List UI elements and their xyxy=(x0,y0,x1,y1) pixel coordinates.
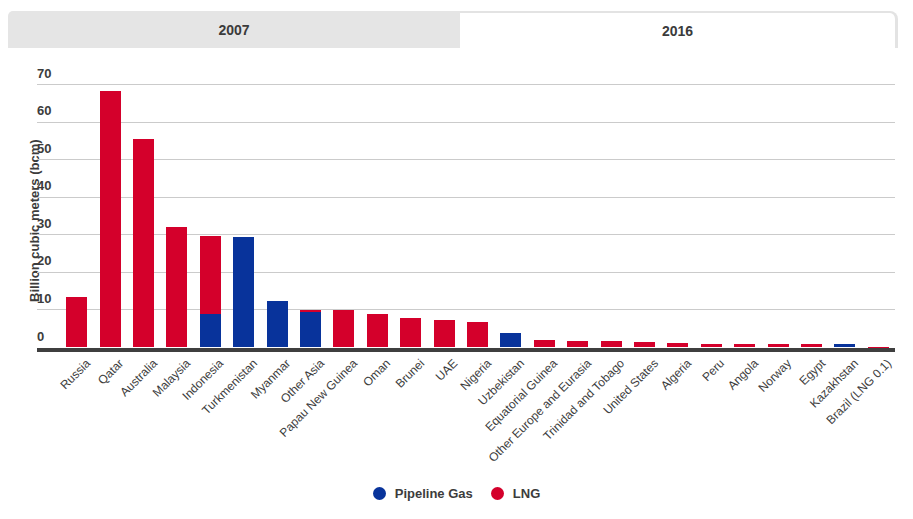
chart-legend: Pipeline Gas LNG xyxy=(0,486,913,501)
y-tick-label-0: 0 xyxy=(37,329,44,345)
bar-segment-lng-norway[interactable] xyxy=(768,344,789,347)
bar-segment-lng-other-europe-and-eurasia[interactable] xyxy=(567,341,588,348)
gridline-50 xyxy=(37,159,895,160)
bar-segment-lng-uae[interactable] xyxy=(434,320,455,347)
bar-segment-lng-australia[interactable] xyxy=(133,139,154,348)
bar-segment-lng-brazil-lng-0-1-[interactable] xyxy=(868,347,889,348)
bar-segment-lng-qatar[interactable] xyxy=(100,91,121,348)
bar-segment-pipeline-gas-other-asia[interactable] xyxy=(300,312,321,348)
stacked-bar-chart: Billion cubic meters (bcm) 0102030405060… xyxy=(0,0,913,519)
bar-segment-lng-brunei[interactable] xyxy=(400,318,421,348)
legend-item-lng[interactable]: LNG xyxy=(491,486,540,501)
bar-segment-pipeline-gas-turkmenistan[interactable] xyxy=(233,237,254,347)
bar-segment-lng-trinidad-and-tobago[interactable] xyxy=(601,341,622,348)
bar-segment-lng-oman[interactable] xyxy=(367,314,388,348)
y-tick-label-20: 20 xyxy=(37,253,51,269)
x-axis-line xyxy=(37,348,895,352)
bar-segment-pipeline-gas-uzbekistan[interactable] xyxy=(500,333,521,347)
y-tick-label-30: 30 xyxy=(37,216,51,232)
legend-label-lng: LNG xyxy=(513,486,540,501)
bar-segment-lng-united-states[interactable] xyxy=(634,342,655,347)
y-tick-label-10: 10 xyxy=(37,291,51,307)
bar-segment-lng-malaysia[interactable] xyxy=(166,227,187,347)
legend-label-pipeline-gas: Pipeline Gas xyxy=(395,486,473,501)
y-tick-label-60: 60 xyxy=(37,103,51,119)
bar-segment-lng-angola[interactable] xyxy=(734,344,755,347)
y-tick-label-40: 40 xyxy=(37,178,51,194)
y-tick-label-50: 50 xyxy=(37,141,51,157)
bar-segment-lng-egypt[interactable] xyxy=(801,344,822,348)
gridline-70 xyxy=(37,84,895,85)
bar-segment-lng-equatorial-guinea[interactable] xyxy=(534,340,555,348)
lng-swatch-icon xyxy=(491,487,504,500)
bar-segment-lng-nigeria[interactable] xyxy=(467,322,488,348)
bar-segment-lng-peru[interactable] xyxy=(701,344,722,347)
bar-segment-lng-russia[interactable] xyxy=(66,297,87,347)
app-window: 2007 2016 Billion cubic meters (bcm) 010… xyxy=(0,0,913,519)
gridline-60 xyxy=(37,122,895,123)
pipeline-gas-swatch-icon xyxy=(373,487,386,500)
bar-segment-pipeline-gas-myanmar[interactable] xyxy=(267,301,288,348)
bar-segment-lng-papau-new-guinea[interactable] xyxy=(333,310,354,348)
bar-segment-pipeline-gas-kazakhstan[interactable] xyxy=(834,344,855,347)
y-tick-label-70: 70 xyxy=(37,66,51,82)
bar-segment-lng-indonesia[interactable] xyxy=(200,236,221,314)
bar-segment-lng-other-asia[interactable] xyxy=(300,310,321,312)
bar-segment-pipeline-gas-indonesia[interactable] xyxy=(200,314,221,347)
bar-segment-lng-algeria[interactable] xyxy=(667,343,688,347)
gridline-40 xyxy=(37,197,895,198)
legend-item-pipeline-gas[interactable]: Pipeline Gas xyxy=(373,486,473,501)
